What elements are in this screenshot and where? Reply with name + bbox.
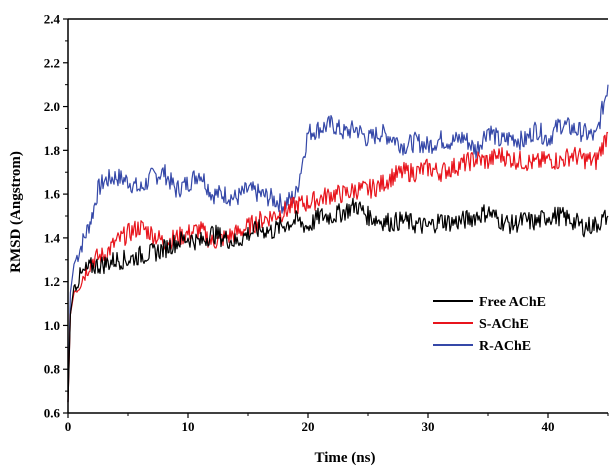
series-line-free-ache (67, 197, 609, 403)
y-tick-label: 0.6 (44, 406, 61, 421)
legend-label: S-AChE (479, 317, 529, 332)
ticks-layer: 0.6 0.8 1.0 1.2 1.4 1.6 1.8 2.0 2.2 2.4 0 10 20 30 40 (44, 12, 609, 434)
x-tick-label: 10 (182, 419, 195, 434)
x-tick-label: 0 (65, 419, 72, 434)
legend: Free AChE S-AChE R-AChE (433, 295, 546, 354)
y-tick-label: 2.2 (44, 55, 60, 70)
series-line-s-ache (67, 131, 609, 403)
y-tick-label: 1.8 (44, 143, 61, 158)
x-axis-title: Time (ns) (315, 450, 376, 466)
x-tick-label: 40 (542, 419, 555, 434)
legend-label: Free AChE (479, 295, 546, 310)
y-tick-label: 1.4 (44, 230, 61, 245)
y-tick-label: 0.8 (44, 362, 61, 377)
series-line-r-ache (67, 84, 609, 403)
y-tick-label: 2.0 (44, 99, 60, 114)
y-tick-label: 1.0 (44, 318, 60, 333)
legend-label: R-AChE (479, 339, 531, 354)
y-tick-label: 1.6 (44, 187, 61, 202)
x-tick-label: 30 (422, 419, 435, 434)
series-layer (67, 84, 609, 403)
y-axis-title: RMSD (Angstrom) (8, 151, 24, 273)
y-tick-label: 1.2 (44, 274, 60, 289)
x-tick-label: 20 (302, 419, 315, 434)
y-tick-label: 2.4 (44, 12, 61, 27)
